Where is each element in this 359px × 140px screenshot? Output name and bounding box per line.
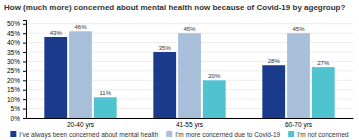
y-tick-label: 40% <box>7 39 20 46</box>
bar <box>262 65 285 118</box>
data-labels: 43% 35% 28% 46% 45% 45% 11% 20% 27% <box>50 24 330 96</box>
bar <box>203 80 226 118</box>
legend-item: I've always been concerned about mental … <box>10 131 158 139</box>
y-tick: 40% <box>7 39 26 46</box>
y-tick-mark <box>23 80 26 81</box>
y-tick-label: 0% <box>11 115 21 122</box>
y-tick-label: 25% <box>7 67 20 74</box>
y-tick-mark <box>23 43 26 44</box>
legend-label: I'm more concerned due to Covid-19 <box>175 131 280 138</box>
legend-label: I've always been concerned about mental … <box>19 131 158 139</box>
y-tick: 30% <box>7 58 26 65</box>
data-label: 46% <box>74 24 87 30</box>
x-axis-line <box>27 118 354 119</box>
legend-item: I'm not concerned <box>288 131 349 138</box>
bar <box>94 97 117 118</box>
y-axis: 0% 5% 10% 15% 20% 25% 30% 35% 40% 45% 50% <box>7 20 27 121</box>
data-label: 43% <box>50 30 63 36</box>
y-tick-label: 10% <box>7 96 20 103</box>
y-tick-label: 50% <box>7 20 20 27</box>
y-tick-mark <box>23 24 26 25</box>
y-tick-mark <box>23 61 26 62</box>
title: How (much more) concerned about mental h… <box>4 3 345 12</box>
x-tick-label: 60-70 yrs <box>285 121 313 129</box>
y-tick-label: 35% <box>7 49 20 56</box>
y-tick: 25% <box>7 67 26 74</box>
y-tick-mark <box>23 90 26 91</box>
bar <box>312 67 335 118</box>
y-axis-line <box>23 21 27 119</box>
y-tick-label: 30% <box>7 58 20 65</box>
data-label: 35% <box>159 45 172 51</box>
y-tick: 0% <box>11 115 26 122</box>
y-tick: 35% <box>7 49 26 56</box>
x-axis: 20-40 yrs 41-55 yrs 60-70 yrs <box>27 119 354 129</box>
data-label: 28% <box>268 58 281 64</box>
y-tick: 50% <box>7 20 26 27</box>
legend-label: I'm not concerned <box>297 131 349 138</box>
legend-swatch <box>10 131 16 137</box>
x-tick-label: 41-55 yrs <box>176 121 204 129</box>
bar <box>287 33 310 118</box>
bar <box>153 52 176 118</box>
y-tick-mark <box>23 99 26 100</box>
y-tick-mark <box>23 71 26 72</box>
data-label: 11% <box>99 90 111 96</box>
y-tick: 5% <box>11 105 26 112</box>
y-tick-label: 20% <box>7 77 20 84</box>
data-label: 45% <box>183 26 196 32</box>
bar <box>178 33 201 118</box>
y-tick-mark <box>23 52 26 53</box>
y-tick-mark <box>23 118 26 119</box>
y-tick: 20% <box>7 77 26 84</box>
x-tick: 60-70 yrs <box>285 121 313 129</box>
legend: I've always been concerned about mental … <box>10 131 349 139</box>
data-label: 20% <box>208 73 221 79</box>
legend-swatch <box>166 131 172 137</box>
series-bars <box>69 31 310 118</box>
series-bars <box>94 67 335 118</box>
data-label: 27% <box>317 60 330 66</box>
y-tick-mark <box>23 109 26 110</box>
grid <box>26 24 353 118</box>
x-tick: 41-55 yrs <box>176 121 204 129</box>
bar <box>69 31 92 118</box>
y-tick: 10% <box>7 96 26 103</box>
bars <box>44 31 334 118</box>
y-tick: 15% <box>7 86 26 93</box>
x-tick: 20-40 yrs <box>67 121 95 129</box>
chart: How (much more) concerned about mental h… <box>0 0 359 140</box>
legend-swatch <box>288 131 294 137</box>
y-tick-label: 15% <box>7 86 20 93</box>
y-tick-mark <box>23 33 26 34</box>
y-tick: 45% <box>7 30 26 37</box>
y-tick-label: 45% <box>7 30 20 37</box>
data-label: 45% <box>292 26 305 32</box>
bar <box>44 37 67 118</box>
x-tick-label: 20-40 yrs <box>67 121 95 129</box>
y-tick-label: 5% <box>11 105 21 112</box>
legend-item: I'm more concerned due to Covid-19 <box>166 131 280 138</box>
